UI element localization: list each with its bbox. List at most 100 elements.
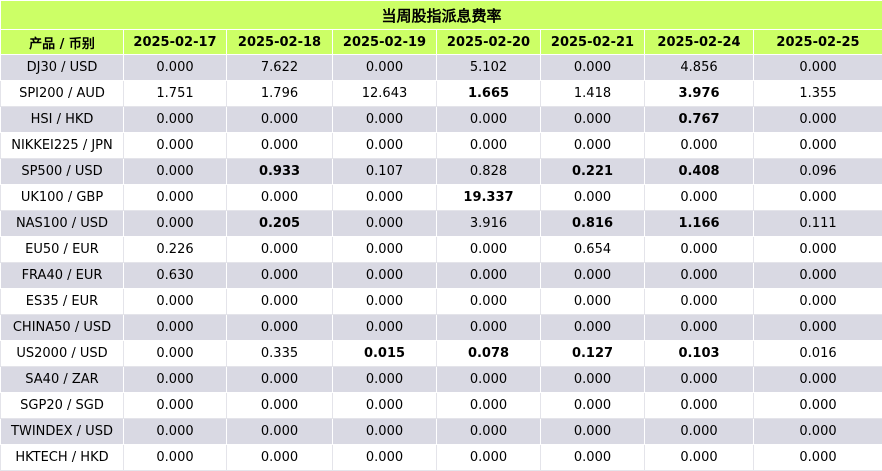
product-cell: SP500 / USD [1, 159, 124, 185]
rate-cell: 0.000 [754, 419, 882, 445]
product-cell: NAS100 / USD [1, 211, 124, 237]
rate-cell: 0.000 [227, 445, 333, 471]
rate-cell: 0.767 [645, 107, 754, 133]
rate-cell: 0.000 [645, 289, 754, 315]
rate-cell: 0.000 [645, 133, 754, 159]
rate-cell: 0.000 [124, 289, 227, 315]
rate-cell: 0.000 [227, 393, 333, 419]
rate-cell: 0.000 [437, 289, 541, 315]
rate-cell: 0.000 [124, 185, 227, 211]
rate-cell: 0.654 [541, 237, 645, 263]
rate-cell: 0.828 [437, 159, 541, 185]
rate-cell: 0.000 [124, 341, 227, 367]
rate-cell: 0.000 [541, 289, 645, 315]
rate-cell: 0.000 [333, 55, 437, 81]
column-header: 2025-02-21 [541, 30, 645, 55]
rate-cell: 0.078 [437, 341, 541, 367]
rate-cell: 0.000 [124, 211, 227, 237]
rate-cell: 1.418 [541, 81, 645, 107]
rate-cell: 0.000 [437, 237, 541, 263]
table-title-row: 当周股指派息费率 [1, 1, 882, 30]
product-cell: HKTECH / HKD [1, 445, 124, 471]
rate-cell: 0.000 [541, 393, 645, 419]
rate-cell: 0.000 [541, 263, 645, 289]
rate-cell: 0.000 [437, 367, 541, 393]
rate-cell: 0.000 [754, 237, 882, 263]
rate-cell: 0.000 [754, 367, 882, 393]
rate-cell: 0.000 [541, 419, 645, 445]
column-header: 2025-02-18 [227, 30, 333, 55]
rate-cell: 0.000 [541, 107, 645, 133]
column-header: 产品 / 币别 [1, 30, 124, 55]
rate-cell: 1.166 [645, 211, 754, 237]
rate-cell: 0.933 [227, 159, 333, 185]
rate-cell: 0.000 [754, 185, 882, 211]
rate-cell: 0.000 [541, 185, 645, 211]
rate-cell: 1.751 [124, 81, 227, 107]
column-header: 2025-02-25 [754, 30, 882, 55]
rate-cell: 0.000 [437, 263, 541, 289]
rate-cell: 0.103 [645, 341, 754, 367]
rate-cell: 0.000 [124, 159, 227, 185]
rate-cell: 0.000 [227, 185, 333, 211]
rate-cell: 0.000 [124, 315, 227, 341]
rate-cell: 0.000 [333, 211, 437, 237]
rate-cell: 0.000 [333, 263, 437, 289]
rate-cell: 1.665 [437, 81, 541, 107]
rate-cell: 0.000 [645, 393, 754, 419]
column-header: 2025-02-24 [645, 30, 754, 55]
product-cell: NIKKEI225 / JPN [1, 133, 124, 159]
rate-cell: 7.622 [227, 55, 333, 81]
rate-cell: 0.107 [333, 159, 437, 185]
rate-cell: 0.000 [333, 133, 437, 159]
rate-cell: 0.000 [754, 133, 882, 159]
rate-cell: 0.127 [541, 341, 645, 367]
rate-cell: 0.000 [227, 263, 333, 289]
rate-cell: 0.000 [227, 367, 333, 393]
rate-cell: 0.000 [333, 393, 437, 419]
rate-cell: 0.000 [227, 237, 333, 263]
product-cell: US2000 / USD [1, 341, 124, 367]
rate-cell: 0.016 [754, 341, 882, 367]
rate-cell: 0.205 [227, 211, 333, 237]
product-cell: UK100 / GBP [1, 185, 124, 211]
table-header-row: 产品 / 币别 2025-02-17 2025-02-18 2025-02-19… [1, 30, 882, 55]
rate-cell: 0.000 [754, 55, 882, 81]
rate-cell: 0.000 [754, 263, 882, 289]
product-cell: HSI / HKD [1, 107, 124, 133]
rate-cell: 0.000 [645, 445, 754, 471]
rate-cell: 0.096 [754, 159, 882, 185]
rate-cell: 0.000 [124, 133, 227, 159]
product-cell: FRA40 / EUR [1, 263, 124, 289]
rate-cell: 0.000 [437, 419, 541, 445]
rate-cell: 0.000 [227, 289, 333, 315]
rate-cell: 1.355 [754, 81, 882, 107]
rate-cell: 0.000 [124, 107, 227, 133]
rate-cell: 19.337 [437, 185, 541, 211]
rate-cell: 0.000 [333, 445, 437, 471]
rate-cell: 0.000 [227, 107, 333, 133]
rate-cell: 0.000 [333, 237, 437, 263]
rate-cell: 0.000 [227, 419, 333, 445]
rate-cell: 0.000 [227, 133, 333, 159]
product-cell: CHINA50 / USD [1, 315, 124, 341]
rate-cell: 0.226 [124, 237, 227, 263]
column-header: 2025-02-19 [333, 30, 437, 55]
rate-cell: 0.000 [437, 107, 541, 133]
rate-cell: 3.916 [437, 211, 541, 237]
rate-cell: 0.000 [541, 55, 645, 81]
rate-cell: 0.000 [754, 393, 882, 419]
rate-cell: 0.000 [333, 315, 437, 341]
rate-cell: 0.000 [645, 315, 754, 341]
product-cell: ES35 / EUR [1, 289, 124, 315]
